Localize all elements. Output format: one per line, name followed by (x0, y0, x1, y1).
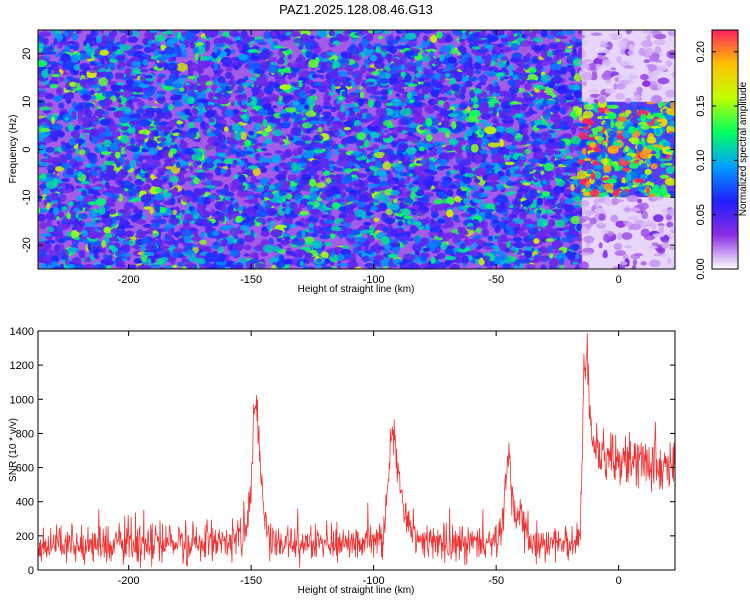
colorbar: 0.00 0.05 0.10 0.15 0.20 Normalized spectral… (695, 29, 749, 280)
y-tick-label: -10 (21, 189, 33, 205)
y-tick-label: 800 (16, 428, 34, 440)
snr-frame (37, 330, 676, 571)
snr-y-ticks: 0 200 400 600 800 1000 1200 1400 (10, 326, 675, 577)
y-tick-label: 200 (16, 531, 34, 543)
snr-y-axis-label: SNR (10 * v/v) (8, 418, 19, 482)
y-tick-label: 1400 (10, 326, 34, 338)
spectrogram-region (576, 98, 675, 202)
colorbar-gradient (711, 29, 739, 270)
y-tick-label: 10 (21, 96, 33, 108)
x-tick-label: -100 (363, 575, 385, 587)
colorbar-tick-label: 0.20 (695, 41, 707, 62)
x-tick-label: -50 (488, 575, 504, 587)
x-tick-label: -200 (118, 575, 140, 587)
spectrogram-x-axis-label: Height of straight line (km) (298, 284, 415, 295)
colorbar-label: Normalized spectral amplitude (738, 81, 749, 216)
colorbar-tick-label: 0.05 (695, 204, 707, 225)
spectrogram-region (38, 30, 588, 269)
y-tick-label: 400 (16, 497, 34, 509)
snr-x-ticks: -200 -150 -100 -50 0 (118, 331, 622, 587)
x-tick-label: -100 (363, 274, 385, 286)
y-tick-label: 600 (16, 463, 34, 475)
snr-series-line (38, 333, 675, 569)
y-tick-label: 1000 (10, 394, 34, 406)
x-tick-label: -50 (488, 274, 504, 286)
colorbar-tick-label: 0.10 (695, 150, 707, 171)
figure-title: PAZ1.2025.128.08.46.G13 (279, 2, 433, 17)
x-tick-label: -150 (240, 274, 262, 286)
spectrogram-region (578, 195, 675, 269)
y-tick-label: 1200 (10, 360, 34, 372)
spectrogram-region (577, 30, 675, 105)
x-tick-label: -150 (240, 575, 262, 587)
x-tick-label: 0 (616, 274, 622, 286)
y-tick-label: 0 (21, 146, 33, 152)
colorbar-ticks: 0.00 0.05 0.10 0.15 0.20 (695, 41, 738, 280)
colorbar-tick-label: 0.15 (695, 95, 707, 116)
snr-x-axis-label: Height of straight line (km) (298, 585, 415, 596)
spectrogram-y-axis-label: Frequency (Hz) (8, 115, 19, 184)
colorbar-tick-label: 0.00 (695, 258, 707, 279)
snr-panel: -200 -150 -100 -50 0 0 200 400 600 800 1000 1200 14… (8, 326, 676, 596)
y-tick-label: -20 (21, 237, 33, 253)
spectrogram-x-ticks: -200 -150 -100 -50 0 (118, 30, 622, 286)
x-tick-label: -200 (118, 274, 140, 286)
y-tick-label: 20 (21, 48, 33, 60)
spectrogram-y-ticks: -20 -10 0 10 20 (21, 48, 675, 253)
x-tick-label: 0 (616, 575, 622, 587)
spectrogram-image (38, 30, 675, 269)
y-tick-label: 0 (28, 565, 34, 577)
